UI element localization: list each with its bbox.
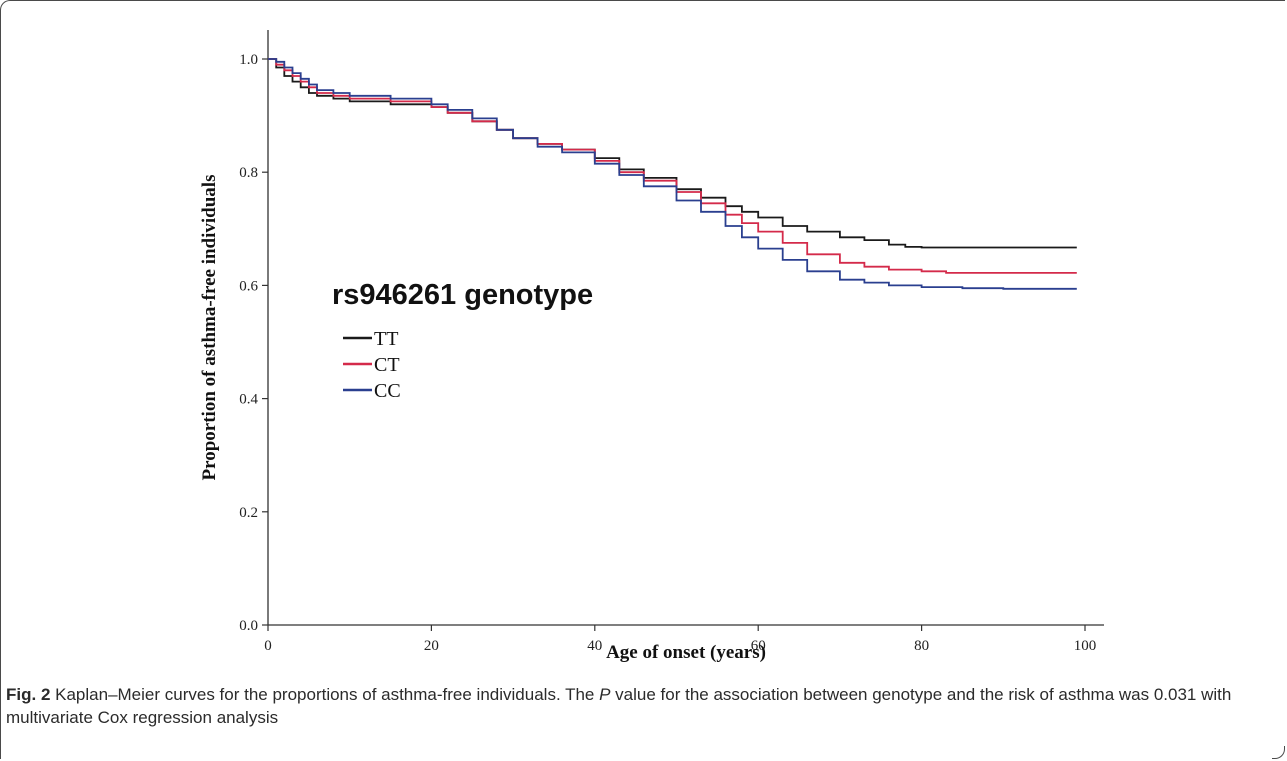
y-tick-label: 0.4 [239, 392, 258, 408]
curve-tt [268, 58, 1077, 249]
y-tick-label: 1.0 [239, 52, 258, 68]
caption-label: Fig. 2 [6, 685, 51, 704]
x-tick-label: 40 [587, 638, 602, 654]
caption-text-start: Kaplan–Meier curves for the proportions … [50, 685, 600, 704]
chart-curves [268, 58, 1077, 290]
chart-axes: 0 20 40 60 80 100 0.0 0.2 0.4 0.6 0.8 1.0 Age of ons… [199, 30, 1104, 663]
x-axis-title: Age of onset (years) [606, 642, 766, 663]
curve-cc [268, 58, 1077, 290]
x-tick-label: 100 [1074, 638, 1097, 654]
curve-ct [268, 58, 1077, 274]
legend-label-tt: TT [374, 328, 398, 350]
x-tick-label: 20 [424, 638, 439, 654]
legend-title: rs946261 genotype [332, 279, 593, 311]
kaplan-meier-chart: 0 20 40 60 80 100 0.0 0.2 0.4 0.6 0.8 1.0 Age of ons… [199, 30, 1104, 663]
figure-caption: Fig. 2 Kaplan–Meier curves for the propo… [6, 683, 1266, 729]
y-axis-title: Proportion of asthma-free individuals [199, 175, 220, 481]
legend-label-ct: CT [374, 354, 400, 376]
caption-text-end: value for the association between genoty… [6, 685, 1232, 727]
y-tick-label: 0.6 [239, 278, 258, 294]
x-tick-label: 60 [751, 638, 766, 654]
frame-corner [1272, 746, 1285, 759]
legend-label-cc: CC [374, 380, 401, 402]
x-tick-label: 80 [914, 638, 929, 654]
y-tick-label: 0.8 [239, 165, 258, 181]
chart-legend: rs946261 genotype TT CT CC [332, 279, 593, 402]
x-tick-label: 0 [264, 638, 272, 654]
y-tick-label: 0.2 [239, 505, 258, 521]
y-tick-label: 0.0 [239, 618, 258, 634]
caption-p-symbol: P [599, 685, 611, 704]
